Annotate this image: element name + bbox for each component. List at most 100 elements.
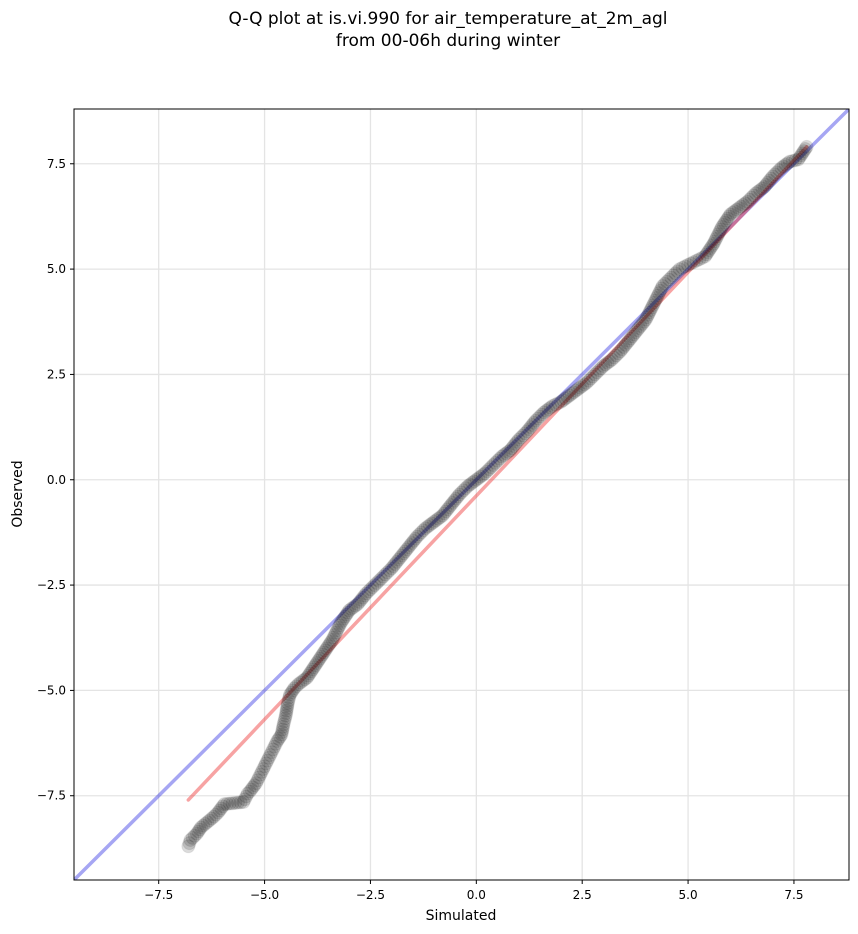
- quantile-point: [537, 405, 552, 420]
- quantile-point: [625, 329, 640, 344]
- quantile-point: [257, 759, 272, 774]
- quantile-points: [181, 139, 814, 854]
- quantile-point: [545, 399, 560, 414]
- quantile-point: [496, 448, 511, 463]
- quantile-point: [357, 588, 372, 603]
- quantile-point: [293, 675, 308, 690]
- quantile-point: [750, 184, 765, 199]
- quantile-point: [228, 795, 243, 810]
- reference-lines: [74, 109, 849, 880]
- quantile-point: [702, 243, 717, 258]
- quantile-point: [592, 363, 607, 378]
- quantile-point: [583, 371, 598, 386]
- quantile-point: [350, 597, 365, 612]
- quantile-point: [388, 557, 403, 572]
- quantile-point: [657, 276, 672, 291]
- quantile-point: [706, 236, 721, 251]
- quantile-point: [420, 519, 435, 534]
- quantile-point: [746, 188, 761, 203]
- quantile-point: [618, 337, 633, 352]
- quantile-point: [650, 288, 665, 303]
- quantile-point: [575, 379, 590, 394]
- quantile-point: [250, 773, 265, 788]
- quantile-point: [479, 464, 494, 479]
- quantile-point: [403, 538, 418, 553]
- quantile-point: [374, 571, 389, 586]
- quantile-point: [369, 575, 384, 590]
- quantile-point: [258, 756, 273, 771]
- quantile-point: [664, 270, 679, 285]
- quantile-point: [686, 255, 701, 270]
- quantile-point: [639, 310, 654, 325]
- quantile-point: [332, 618, 347, 633]
- quantile-point: [181, 839, 196, 854]
- x-tick-label: 7.5: [784, 888, 803, 902]
- quantile-point: [616, 340, 631, 355]
- quantile-point: [437, 506, 452, 521]
- quantile-point: [325, 632, 340, 647]
- quantile-point: [738, 196, 753, 211]
- quantile-point: [278, 711, 293, 726]
- x-tick-label: −7.5: [144, 888, 173, 902]
- quantile-point: [711, 227, 726, 242]
- quantile-point: [458, 481, 473, 496]
- quantile-point: [242, 784, 257, 799]
- quantile-point: [217, 797, 232, 812]
- quantile-point: [681, 257, 696, 272]
- quantile-point: [543, 400, 558, 415]
- quantile-point: [570, 382, 585, 397]
- quantile-point: [327, 628, 342, 643]
- quantile-point: [585, 369, 600, 384]
- quantile-point: [778, 157, 793, 172]
- y-tick-label: −5.0: [37, 683, 66, 697]
- quantile-point: [355, 590, 370, 605]
- quantile-point: [274, 727, 289, 742]
- quantile-point: [757, 179, 772, 194]
- quantile-point: [477, 466, 492, 481]
- quantile-point: [276, 717, 291, 732]
- quantile-point: [456, 483, 471, 498]
- quantile-point: [331, 620, 346, 635]
- quantile-point: [346, 600, 361, 615]
- quantile-point: [367, 578, 382, 593]
- x-tick-label: 2.5: [573, 888, 592, 902]
- quantile-point: [633, 318, 648, 333]
- quantile-point: [338, 609, 353, 624]
- quantile-point: [644, 300, 659, 315]
- quantile-point: [530, 411, 545, 426]
- quantile-point: [454, 485, 469, 500]
- quantile-point: [642, 305, 657, 320]
- fit-line: [186, 145, 809, 802]
- quantile-point: [484, 460, 499, 475]
- quantile-point: [621, 333, 636, 348]
- quantile-point: [662, 272, 677, 287]
- quantile-point: [192, 822, 207, 837]
- quantile-point: [391, 552, 406, 567]
- quantile-point: [581, 373, 596, 388]
- quantile-point: [344, 601, 359, 616]
- quantile-point: [247, 778, 262, 793]
- quantile-point: [525, 417, 540, 432]
- quantile-point: [261, 750, 276, 765]
- quantile-point: [316, 645, 331, 660]
- quantile-point: [183, 832, 198, 847]
- quantile-point: [280, 701, 295, 716]
- quantile-point: [785, 153, 800, 168]
- quantile-point: [659, 274, 674, 289]
- quantile-point: [271, 731, 286, 746]
- quantile-point: [225, 796, 240, 811]
- quantile-point: [755, 181, 770, 196]
- quantile-point: [598, 357, 613, 372]
- quantile-point: [473, 469, 488, 484]
- quantile-point: [541, 402, 556, 417]
- quantile-point: [654, 281, 669, 296]
- quantile-point: [206, 809, 221, 824]
- quantile-point: [319, 641, 334, 656]
- quantile-point: [602, 354, 617, 369]
- x-tick-label: 0.0: [467, 888, 486, 902]
- quantile-point: [482, 462, 497, 477]
- quantile-point: [410, 529, 425, 544]
- quantile-point: [220, 796, 235, 811]
- quantile-point: [668, 266, 683, 281]
- quantile-point: [643, 303, 658, 318]
